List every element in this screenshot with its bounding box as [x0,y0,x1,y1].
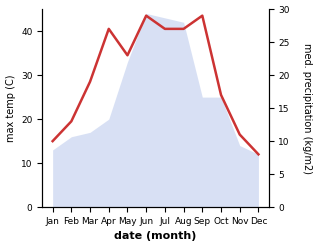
Y-axis label: med. precipitation (kg/m2): med. precipitation (kg/m2) [302,43,313,174]
Y-axis label: max temp (C): max temp (C) [5,74,16,142]
X-axis label: date (month): date (month) [114,231,197,242]
